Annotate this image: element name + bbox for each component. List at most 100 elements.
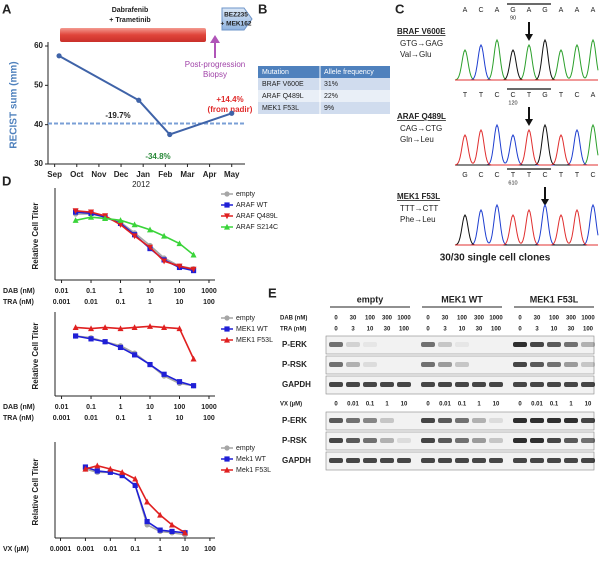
legend-label: MEK1 F53L (236, 337, 273, 344)
x-tick-label: 1 (119, 288, 123, 295)
x-tick-label: 0.01 (55, 404, 69, 411)
line (75, 335, 194, 387)
band (329, 458, 343, 463)
marker (132, 475, 139, 482)
table-cell: MEK1 F53L (262, 105, 299, 112)
band (421, 382, 435, 387)
band (363, 458, 377, 463)
base-call: C (574, 92, 579, 99)
band (564, 458, 578, 463)
base-call: G (542, 7, 547, 14)
group-label: empty (357, 294, 384, 304)
blot-strip (325, 335, 595, 355)
marker (176, 379, 183, 385)
marker (117, 344, 124, 351)
base-call: C (478, 7, 483, 14)
marker (88, 336, 94, 342)
legend-label: MEK1 WT (236, 326, 269, 333)
band (564, 438, 578, 443)
blot-label: P-ERK (282, 340, 307, 349)
x2-tick-label: 10 (176, 415, 184, 422)
band (564, 342, 578, 347)
base-call: A (591, 7, 596, 14)
base-call: T (559, 92, 564, 99)
x-label: DAB (nM) (3, 404, 35, 411)
treatment-dose: 3 (535, 327, 539, 333)
x2-tick-label: 10 (176, 299, 184, 306)
base-call: T (527, 172, 532, 179)
band (513, 438, 527, 443)
base-call: A (527, 7, 532, 14)
marker (147, 226, 154, 233)
amino-acid-change: Val→Glu (400, 50, 431, 59)
panel-letter: B (258, 1, 267, 16)
y-label: Relative Cell Titer (31, 459, 40, 526)
band (455, 382, 469, 387)
x-label: VX (µM) (3, 546, 29, 553)
marker (102, 215, 109, 221)
x2-tick-label: 0.01 (84, 415, 98, 422)
band (581, 418, 595, 423)
mutation-arrowhead (525, 34, 533, 41)
band (397, 382, 411, 387)
x-tick-label: 10 (146, 404, 154, 411)
marker (229, 110, 235, 116)
treatment-dose: 100 (365, 316, 376, 322)
marker (102, 324, 109, 331)
marker (157, 511, 164, 518)
treatment-dose: 300 (474, 316, 485, 322)
legend-label: ARAF Q489L (236, 213, 278, 220)
y-tick-label: 50 (34, 80, 43, 89)
marker (167, 131, 173, 138)
marker (224, 191, 230, 197)
x2-tick-label: 0.1 (116, 299, 126, 306)
table-row (258, 102, 390, 114)
base-call: G (542, 92, 547, 99)
base-call: T (527, 92, 532, 99)
band (380, 458, 394, 463)
marker (224, 213, 230, 220)
x-tick-label: 1000 (201, 288, 217, 295)
trace (455, 123, 598, 166)
treatment-dose: 100 (399, 327, 410, 333)
band (581, 362, 595, 367)
mutation-arrowhead (525, 119, 533, 126)
band (363, 382, 377, 387)
band (489, 438, 503, 443)
marker (147, 323, 154, 329)
x-tick-label: 1 (119, 404, 123, 411)
band (513, 418, 527, 423)
treatment-label: TRA (nM) (280, 327, 306, 333)
band (513, 382, 527, 387)
treatment-dose: 100 (583, 327, 594, 333)
marker (117, 222, 124, 228)
x2-tick-label: 0.001 (53, 299, 71, 306)
x-tick-label: 100 (204, 546, 216, 553)
treatment-label: + Trametinib (109, 17, 150, 24)
band (581, 438, 595, 443)
marker (117, 325, 124, 332)
marker (72, 208, 79, 215)
band (513, 362, 527, 367)
base-call: A (575, 7, 580, 14)
marker (176, 240, 183, 247)
x2-tick-label: 100 (203, 299, 215, 306)
base-position: 90 (510, 15, 516, 21)
treatment-dose: 100 (549, 316, 560, 322)
treatment-label: Dabrafenib (112, 7, 149, 14)
legend-label: Mek1 WT (236, 456, 267, 463)
x-tick-label: 100 (174, 288, 186, 295)
x-tick-label: 10 (181, 546, 189, 553)
x-tick-label: 0.01 (104, 546, 118, 553)
blot-label: P-ERK (282, 416, 307, 425)
treatment-dose: 30 (534, 316, 541, 322)
marker (132, 482, 138, 489)
treatment-dose: 10 (459, 327, 466, 333)
marker (224, 336, 230, 343)
band (547, 382, 561, 387)
table-cell: 31% (324, 81, 338, 88)
blot-label: P-RSK (282, 436, 307, 445)
band (363, 438, 377, 443)
treatment-dose: 0 (334, 316, 338, 322)
